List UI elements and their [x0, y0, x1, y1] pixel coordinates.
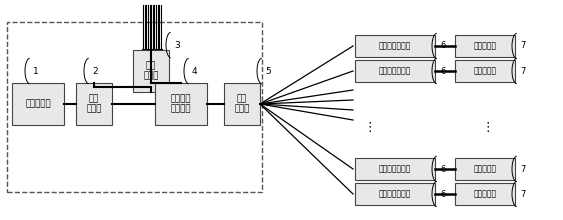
- Text: 1: 1: [33, 66, 39, 75]
- Bar: [355, 158, 435, 180]
- Bar: [455, 183, 515, 205]
- Text: 光纤环形器: 光纤环形器: [473, 42, 497, 51]
- Bar: [455, 158, 515, 180]
- Bar: [455, 60, 515, 82]
- Bar: [455, 35, 515, 57]
- Text: ⋮: ⋮: [482, 121, 494, 134]
- Text: 7: 7: [520, 165, 525, 174]
- Text: ⋮: ⋮: [364, 121, 376, 134]
- Text: 6: 6: [440, 165, 445, 174]
- Text: 7: 7: [520, 189, 525, 198]
- Text: 光学放大器模块: 光学放大器模块: [379, 42, 411, 51]
- Text: 光学放大器模块: 光学放大器模块: [379, 189, 411, 198]
- Text: 6: 6: [440, 42, 445, 51]
- Text: 光纤环形器: 光纤环形器: [473, 189, 497, 198]
- Text: 第三
分束器: 第三 分束器: [234, 94, 249, 114]
- Text: 2: 2: [92, 66, 97, 75]
- Bar: [76, 83, 112, 125]
- Bar: [355, 60, 435, 82]
- Text: 3: 3: [174, 40, 180, 50]
- Text: 4: 4: [192, 66, 198, 75]
- Text: 5: 5: [265, 66, 271, 75]
- Text: 光纤环形器: 光纤环形器: [473, 165, 497, 174]
- Bar: [224, 83, 260, 125]
- Bar: [12, 83, 64, 125]
- Text: 6: 6: [440, 66, 445, 75]
- Bar: [7, 22, 262, 192]
- Text: 光学放大器模块: 光学放大器模块: [379, 66, 411, 75]
- Text: 激光脉冲
调制模块: 激光脉冲 调制模块: [171, 94, 191, 114]
- Bar: [155, 83, 207, 125]
- Text: 连续激光器: 连续激光器: [25, 99, 51, 108]
- Text: 第二
分束器: 第二 分束器: [144, 61, 159, 81]
- Text: 7: 7: [520, 42, 525, 51]
- Bar: [355, 35, 435, 57]
- Text: 光纤环形器: 光纤环形器: [473, 66, 497, 75]
- Text: 7: 7: [520, 66, 525, 75]
- Text: 光学放大器模块: 光学放大器模块: [379, 165, 411, 174]
- Bar: [355, 183, 435, 205]
- Text: 第一
分束器: 第一 分束器: [86, 94, 102, 114]
- Bar: [133, 50, 169, 92]
- Text: 6: 6: [440, 189, 445, 198]
